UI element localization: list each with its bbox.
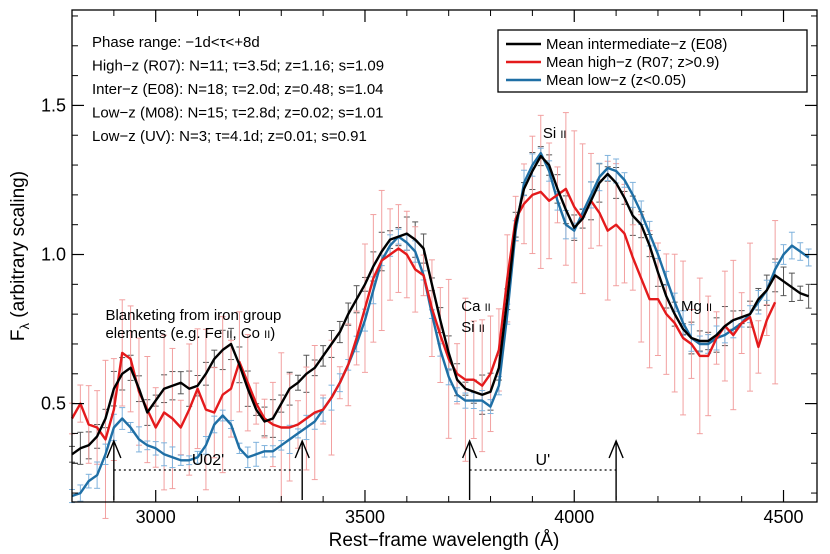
x-tick-label: 3500	[345, 507, 385, 527]
y-tick-label: 1.0	[41, 245, 66, 265]
filter-label-u: U'	[536, 452, 551, 469]
x-axis-label: Rest−frame wavelength (Å)	[329, 530, 560, 551]
filter-arrow-head	[608, 439, 624, 459]
axes: 3000 3500 4000 4500 0.5 1.0 1.5	[41, 10, 817, 527]
error-bars	[69, 112, 812, 519]
info-text-block: Phase range: −1d<τ<+8d High−z (R07): N=11…	[92, 34, 384, 145]
filter-arrow-head	[294, 439, 310, 459]
filter-arrow-head	[106, 439, 122, 459]
filter-arrow-head	[461, 439, 478, 459]
legend: Mean intermediate−z (E08)Mean high−z (R0…	[497, 29, 808, 93]
series-line-mean-intermediate-z-e08	[71, 154, 810, 456]
annotation: Mg II	[681, 298, 712, 315]
legend-entry-mean-low-z-z-0-05: Mean low−z (z<0.05)	[546, 72, 686, 89]
plot-frame	[71, 9, 818, 503]
filter-label-u02: U02'	[192, 452, 224, 469]
legend-entry-mean-intermediate-z-e08: Mean intermediate−z (E08)	[546, 36, 727, 53]
annotation: Ca II	[461, 298, 490, 315]
y-tick-label: 1.5	[41, 95, 66, 115]
info-line: Low−z (UV): N=3; τ=4.1d; z=0.01; s=0.91	[92, 128, 367, 145]
info-line: Phase range: −1d<τ<+8d	[92, 34, 260, 51]
series-lines	[70, 151, 810, 498]
series-line-mean-low-z-z-0-05	[71, 151, 810, 498]
x-tick-label: 4000	[554, 507, 594, 527]
info-line: Low−z (M08): N=15; τ=2.8d; z=0.02; s=1.0…	[92, 105, 384, 122]
annotation: Si II	[461, 319, 485, 336]
x-tick-label: 4500	[763, 507, 803, 527]
y-axis-label: Fλ (arbitrary scaling)	[8, 171, 32, 341]
legend-box	[497, 29, 808, 93]
svg-text:Fλ (arbitrary scaling): Fλ (arbitrary scaling)	[8, 171, 32, 341]
legend-entry-mean-high-z-r07-z-0-9: Mean high−z (R07; z>0.9)	[546, 54, 719, 71]
info-line: High−z (R07): N=11; τ=3.5d; z=1.16; s=1.…	[92, 58, 384, 75]
annotation: Si II	[543, 125, 567, 142]
filter-markers: U02' U'	[106, 439, 624, 500]
info-line: Inter−z (E08): N=18; τ=2.0d; z=0.48; s=1…	[92, 81, 384, 98]
y-tick-label: 0.5	[41, 394, 66, 414]
annotation: Blanketing from iron group	[105, 307, 281, 324]
x-tick-label: 3000	[136, 507, 176, 527]
series-line-mean-high-z-r07-z-0-9	[70, 187, 777, 441]
annotation: elements (e.g. Fe II, Co II)	[105, 325, 275, 342]
